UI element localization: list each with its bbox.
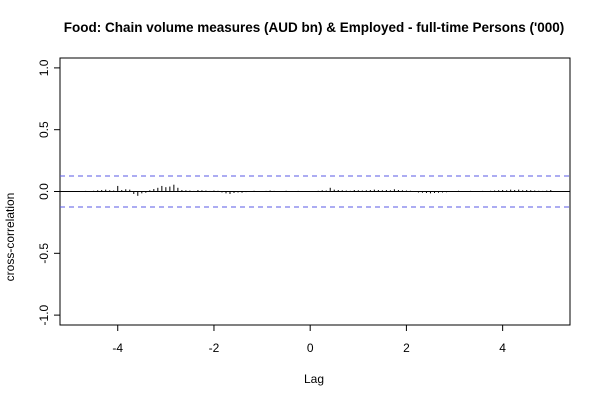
- y-tick-label: 1.0: [37, 59, 51, 76]
- y-tick-label: 0.5: [37, 121, 51, 138]
- chart-marks: -4 -2 0 2 4 -1.0 -0.5 0.0 0.5 1.0: [37, 57, 571, 355]
- y-axis-label: cross-correlation: [3, 193, 17, 282]
- x-tick-label: -4: [112, 341, 123, 355]
- chart-title: Food: Chain volume measures (AUD bn) & E…: [64, 20, 565, 35]
- x-tick-label: 0: [307, 341, 314, 355]
- y-tick-label: -0.5: [37, 243, 51, 264]
- y-tick-label: -1.0: [37, 304, 51, 325]
- y-tick-label: 0.0: [37, 183, 51, 200]
- x-tick-label: -2: [209, 341, 220, 355]
- x-tick-label: 4: [499, 341, 506, 355]
- x-axis-label: Lag: [304, 372, 324, 386]
- x-tick-label: 2: [403, 341, 410, 355]
